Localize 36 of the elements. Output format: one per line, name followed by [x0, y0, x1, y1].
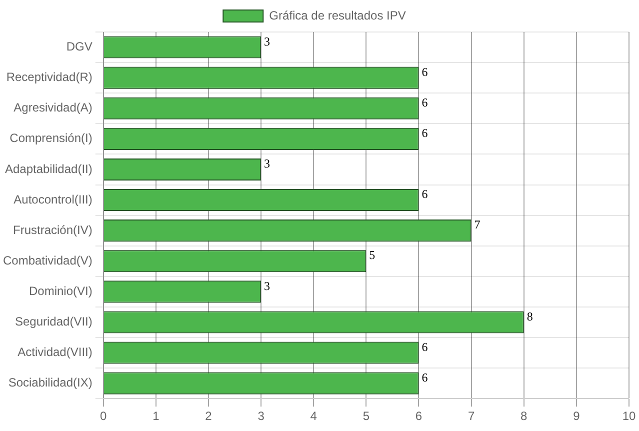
- x-tick-label: 9: [573, 409, 580, 424]
- x-tick-label: 6: [415, 409, 422, 424]
- y-tick-label: Comprensión(I): [10, 131, 92, 146]
- legend-label: Gráfica de resultados IPV: [269, 8, 406, 22]
- x-tick-label: 4: [310, 409, 318, 424]
- y-tick-label: DGV: [66, 40, 92, 54]
- y-tick-label: Adaptabilidad(II): [4, 162, 92, 176]
- data-label: 3: [264, 278, 270, 293]
- x-tick-label: 1: [152, 409, 160, 424]
- y-tick-label: Receptividad(R): [6, 70, 92, 84]
- data-label: 7: [474, 218, 480, 232]
- y-tick-label: Combatividad(V): [2, 253, 92, 268]
- y-tick-label: Autocontrol(III): [14, 192, 92, 206]
- x-tick-label: 10: [622, 409, 636, 424]
- x-tick-label: 5: [362, 409, 370, 424]
- y-tick-label: Agresividad(A): [14, 100, 92, 115]
- data-label: 6: [422, 340, 428, 354]
- y-tick-label: Frustración(IV): [13, 222, 92, 237]
- data-label: 6: [422, 187, 428, 202]
- data-label: 6: [422, 126, 428, 140]
- data-label: 5: [369, 248, 376, 262]
- y-tick-label: Seguridad(VII): [14, 314, 92, 329]
- x-tick-label: 8: [520, 409, 528, 424]
- data-label: 3: [264, 156, 270, 171]
- data-label: 8: [526, 309, 533, 324]
- x-tick-label: 2: [205, 409, 212, 424]
- y-tick-label: Sociabilidad(IX): [8, 376, 92, 390]
- x-tick-label: 3: [258, 409, 265, 424]
- x-tick-label: 0: [100, 409, 108, 424]
- data-label: 6: [422, 95, 428, 110]
- data-label: 6: [422, 370, 428, 384]
- data-label: 6: [422, 64, 428, 79]
- y-tick-label: Actividad(VIII): [18, 345, 92, 360]
- x-tick-label: 7: [468, 409, 475, 424]
- y-tick-label: Dominio(VI): [29, 284, 92, 298]
- data-label: 3: [264, 34, 270, 48]
